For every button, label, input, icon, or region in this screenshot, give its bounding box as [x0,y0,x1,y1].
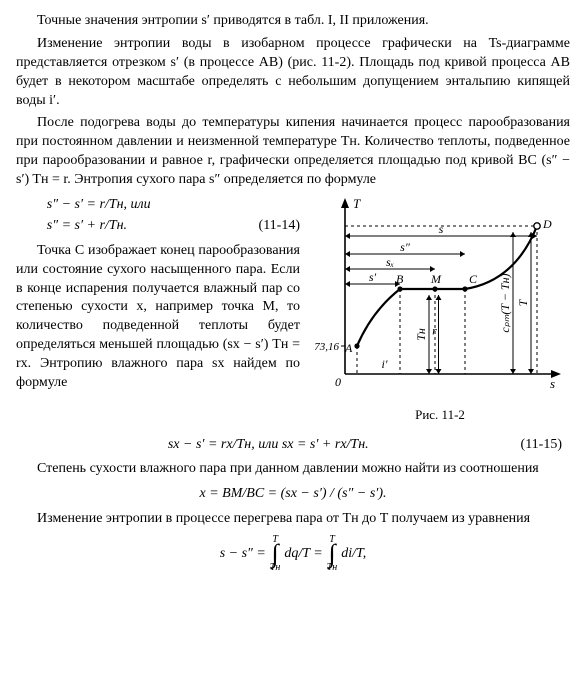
int2-bot: Tн [327,563,338,573]
equation-integral: s − s″ = T ∫ Tн dq/T = T ∫ Tн di/T, [16,535,570,573]
eq1-line2: s″ = s′ + r/Tн. [47,218,127,233]
ts-diagram-svg: 273,16 s s″ sₓ s′ r Tн cₚₘ(T − Tн) Ti′ A B M C D Ts 0 [315,194,565,404]
eq4-mid: dq/T = [284,545,322,564]
figure-caption: Рис. 11-2 [310,406,570,424]
svg-text:sₓ: sₓ [386,255,394,269]
svg-text:r: r [432,324,437,338]
eq2-text: sx − s′ = rx/Tн, или sx = s′ + rx/Tн. [168,437,369,452]
int1-bot: Tн [270,563,281,573]
svg-text:D: D [542,217,552,231]
eq3-text: x = BM/BC = (sx − s′) / (s″ − s′). [200,486,387,501]
eq1-number: (11-14) [259,217,300,236]
paragraph-3-lead: После подогрева воды до температуры кипе… [16,114,570,190]
eq4-left: s − s″ = [220,545,266,564]
svg-text:273,16: 273,16 [315,341,340,353]
para3-text: После подогрева воды до температуры кипе… [16,115,570,187]
svg-text:s′: s′ [369,270,377,284]
svg-text:0: 0 [335,375,341,389]
paragraph-6: Изменение энтропии в процессе перегрева … [16,510,570,529]
svg-text:s: s [550,376,555,391]
paragraph-2: Изменение энтропии воды в изобарном проц… [16,35,570,111]
svg-text:s: s [439,222,444,236]
svg-text:cₚₘ(T − Tн): cₚₘ(T − Tн) [498,273,512,332]
integral-1: T ∫ Tн [270,535,281,573]
equation-11-15: sx − s′ = rx/Tн, или sx = s′ + rx/Tн. (1… [16,436,570,455]
svg-text:i′: i′ [382,357,388,371]
svg-text:M: M [430,272,442,286]
eq1-line1: s″ − s′ = r/Tн, или [47,197,151,212]
svg-text:C: C [469,272,478,286]
svg-text:A: A [344,341,353,355]
paragraph-5: Степень сухости влажного пара при данном… [16,460,570,479]
eq4-right: di/T, [341,545,366,564]
svg-text:T: T [353,196,361,211]
svg-text:Tн: Tн [414,328,428,341]
paragraph-1: Точные значения энтропии s′ приводятся в… [16,12,570,31]
svg-text:B: B [396,272,404,286]
eq2-number: (11-15) [521,436,562,455]
integral-2: T ∫ Tн [327,535,338,573]
figure-11-2: 273,16 s s″ sₓ s′ r Tн cₚₘ(T − Tн) Ti′ A B M C D Ts 0 Р… [310,194,570,424]
svg-text:T: T [516,298,530,306]
equation-x: x = BM/BC = (sx − s′) / (s″ − s′). [16,485,570,504]
svg-text:s″: s″ [400,240,411,254]
